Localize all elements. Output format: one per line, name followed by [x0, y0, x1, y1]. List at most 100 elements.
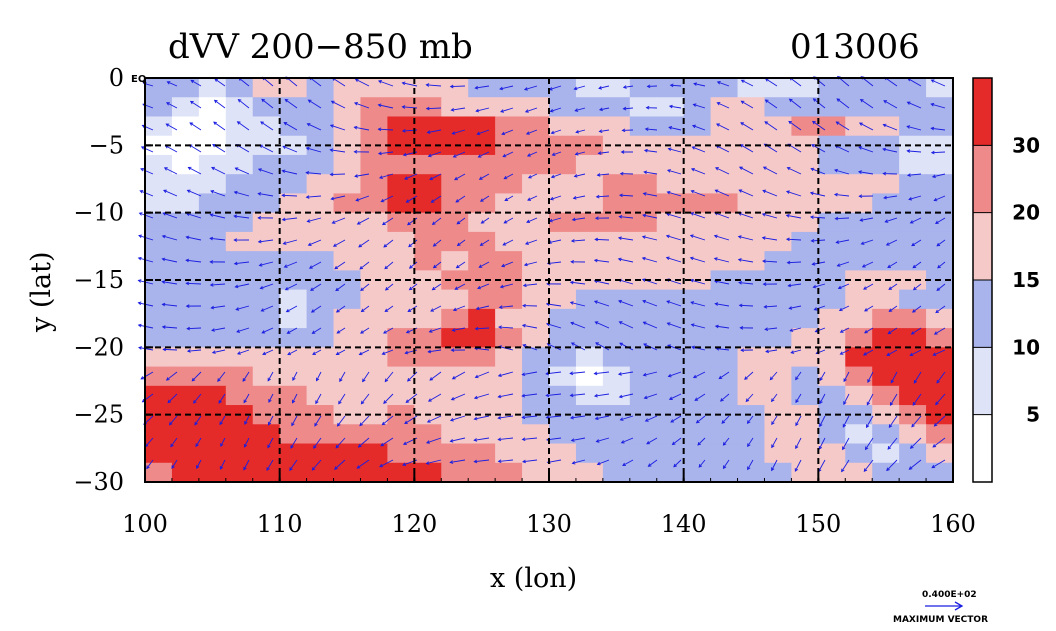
heatmap-cell [683, 308, 712, 329]
wind-vector [257, 192, 274, 197]
heatmap-cell [252, 462, 281, 483]
wind-vector [569, 301, 586, 307]
heatmap-cell [549, 443, 577, 464]
wind-vector [524, 107, 538, 113]
heatmap-cell [549, 308, 577, 329]
x-tick-label: 160 [930, 510, 976, 538]
wind-vector [161, 302, 178, 307]
heatmap-cell [764, 97, 792, 118]
wind-vector [593, 258, 610, 263]
heatmap-cell [710, 270, 739, 291]
wind-vector [334, 261, 346, 270]
wind-vector [406, 217, 418, 226]
heatmap-cell [710, 231, 739, 252]
colorbar-segment [973, 145, 992, 213]
wind-vector [721, 415, 730, 424]
heatmap-cell [360, 328, 388, 348]
max-vector-caption: MAXIMUM VECTOR [893, 615, 988, 625]
wind-vector [573, 85, 586, 91]
heatmap-cell [845, 78, 873, 98]
wind-vector [837, 283, 850, 290]
wind-vector [771, 393, 778, 403]
heatmap-cell [899, 270, 927, 291]
heatmap-cell [360, 193, 388, 214]
colorbar-segment [973, 414, 992, 482]
heatmap-cell [629, 116, 658, 137]
heatmap-cell [225, 347, 254, 368]
wind-vector [570, 321, 586, 329]
wind-vector [187, 166, 202, 175]
heatmap-cell [764, 424, 792, 445]
heatmap-cell [683, 385, 712, 406]
wind-vector [475, 107, 490, 113]
heatmap-cell [387, 289, 415, 310]
heatmap-cell [575, 424, 604, 445]
wind-vector [738, 166, 754, 175]
wind-vector [574, 151, 586, 156]
wind-vector [795, 415, 802, 427]
heatmap-cell [683, 424, 712, 445]
heatmap-cell [899, 366, 927, 387]
heatmap-cell [818, 212, 846, 233]
wind-vector [744, 371, 754, 380]
heatmap-cell [522, 289, 550, 310]
heatmap-cell [602, 212, 631, 233]
heatmap-cell [360, 347, 388, 368]
heatmap-cell [360, 405, 388, 425]
wind-vector [906, 101, 922, 109]
heatmap-cell [629, 174, 658, 195]
heatmap-cell [279, 193, 308, 214]
wind-vector [287, 349, 298, 356]
heatmap-cell [171, 251, 200, 271]
heatmap-cell [495, 366, 523, 387]
heatmap-cell [522, 212, 550, 233]
heatmap-cell [629, 308, 658, 329]
wind-vector [405, 195, 418, 203]
heatmap-cell [145, 424, 173, 445]
wind-vector [191, 371, 202, 382]
heatmap-cell [737, 462, 766, 483]
heatmap-cell [468, 424, 496, 445]
heatmap-cell [252, 78, 281, 98]
heatmap-cell [899, 135, 927, 156]
heatmap-cell [306, 154, 335, 175]
heatmap-cell [899, 347, 927, 368]
heatmap-cell [899, 97, 927, 118]
heatmap-cell [737, 251, 766, 271]
heatmap-cell [926, 212, 954, 233]
heatmap-cell [414, 231, 442, 252]
heatmap-cell [252, 328, 281, 348]
heatmap-cell [764, 347, 792, 368]
heatmap-cell [198, 328, 227, 348]
heatmap-cell [683, 251, 712, 271]
heatmap-cell [360, 424, 388, 445]
wind-vector [863, 283, 874, 290]
wind-vector [329, 124, 346, 131]
wind-vector [882, 123, 898, 131]
heatmap-cell [710, 289, 739, 310]
wind-vector [408, 239, 418, 248]
wind-vector [378, 173, 394, 179]
wind-vector [643, 393, 658, 400]
heatmap-cell [306, 308, 335, 329]
wind-vector [642, 321, 658, 329]
heatmap-cell [522, 328, 550, 348]
wind-vector [789, 327, 802, 332]
wind-vector [888, 415, 898, 429]
colorbar-label: 20 [1012, 201, 1040, 225]
heatmap-cell [522, 231, 550, 252]
wind-vector [713, 234, 730, 241]
wind-vector [786, 166, 802, 175]
wind-vector [244, 415, 250, 425]
wind-vector [384, 283, 394, 291]
wind-vector [211, 166, 226, 175]
wind-vector [762, 166, 778, 175]
heatmap-cell [360, 385, 388, 406]
wind-vector [671, 437, 682, 446]
heatmap-cell [845, 308, 873, 329]
heatmap-cell [360, 308, 388, 329]
heatmap-cell [764, 78, 792, 98]
heatmap-cell [171, 116, 200, 137]
wind-vector [474, 326, 490, 331]
wind-vector [934, 217, 946, 224]
